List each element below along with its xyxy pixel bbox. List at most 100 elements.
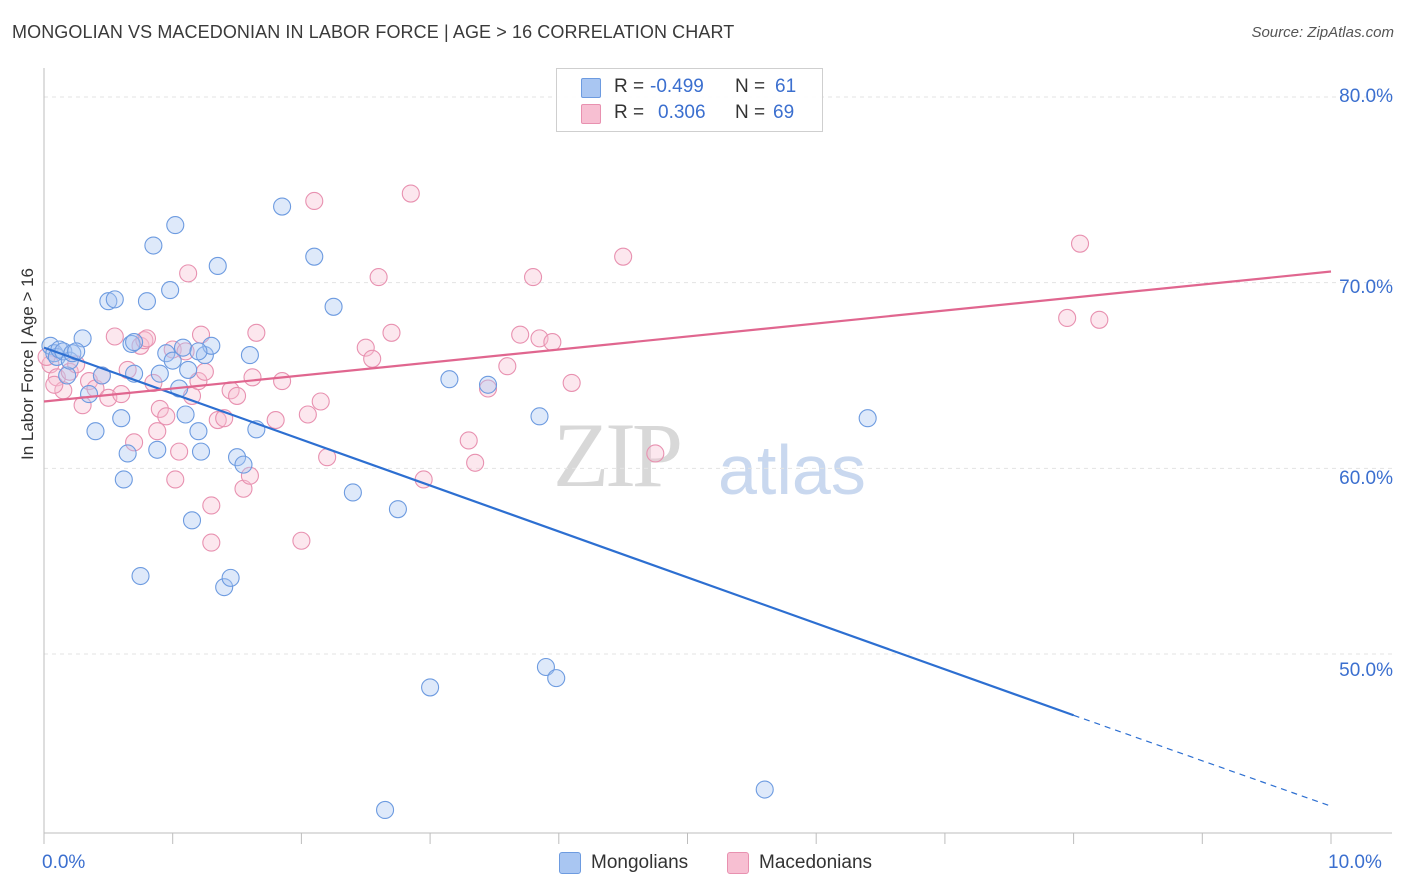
data-point [543, 333, 562, 352]
data-point [614, 247, 633, 266]
data-point [858, 409, 877, 428]
data-point [173, 338, 193, 357]
data-point [208, 256, 227, 276]
data-point [170, 442, 189, 461]
data-point [530, 407, 549, 426]
data-point [369, 268, 388, 287]
data-point [459, 431, 478, 450]
data-point [179, 360, 198, 379]
stats-legend: R = -0.499 N = 61 R = 0.306 N = 69 [556, 68, 823, 132]
legend-r-value: -0.499 [650, 76, 704, 97]
legend-n-label: N = [735, 102, 766, 123]
trend-line-mongolians-extrapolated [1073, 714, 1332, 807]
data-point [122, 334, 141, 353]
data-point [176, 405, 195, 424]
data-point [166, 470, 185, 489]
data-point [105, 290, 124, 309]
y-axis-label: In Labor Force | Age > 16 [18, 267, 37, 460]
y-tick-label: 80.0% [1339, 86, 1393, 107]
data-point [511, 325, 530, 344]
data-point [234, 455, 253, 474]
data-point [191, 442, 211, 461]
data-point [150, 399, 169, 418]
data-point [547, 669, 566, 688]
data-point [298, 405, 317, 424]
data-point [161, 281, 180, 300]
data-point [1058, 308, 1077, 327]
legend-swatch-pink [581, 104, 601, 124]
legend-swatch-pink [727, 852, 749, 874]
data-point [498, 357, 517, 376]
data-point [202, 496, 221, 515]
data-point [105, 327, 124, 346]
data-point [163, 351, 182, 370]
legend-r-label: R = [614, 76, 645, 97]
data-point [148, 422, 167, 441]
bottom-legend-macedonians: Macedonians [727, 850, 872, 876]
data-point [376, 800, 395, 820]
data-point [157, 344, 176, 363]
data-point [401, 184, 420, 203]
legend-r-value: 0.306 [658, 102, 706, 123]
data-point [189, 422, 208, 441]
data-point [131, 566, 150, 586]
y-tick-label: 50.0% [1339, 660, 1393, 681]
data-point [114, 470, 133, 489]
legend-label-mongolians: Mongolians [591, 852, 689, 873]
legend-row-mongolians: R = -0.499 N = 61 [581, 75, 813, 99]
data-point [466, 453, 485, 472]
y-tick-label: 60.0% [1339, 468, 1393, 489]
legend-n-value: 69 [773, 102, 795, 123]
trend-line-mongolians [43, 346, 1074, 717]
data-point [112, 409, 131, 428]
data-point [45, 375, 64, 394]
axes [43, 68, 1392, 844]
data-point [137, 292, 157, 311]
data-point [273, 197, 292, 216]
data-point [755, 780, 774, 799]
data-point [247, 323, 266, 342]
data-point [273, 372, 292, 391]
x-tick-label-min: 0.0% [42, 852, 86, 873]
data-point [166, 216, 185, 235]
data-point [562, 373, 581, 392]
data-point [421, 678, 440, 697]
data-point [266, 411, 285, 430]
data-point [179, 264, 198, 283]
data-point [150, 364, 169, 383]
data-point [292, 531, 311, 550]
data-point [324, 297, 343, 316]
legend-r-label: R = [614, 102, 645, 123]
data-point [1070, 234, 1090, 253]
legend-n-value: 61 [775, 76, 797, 97]
data-point [58, 366, 77, 385]
data-point [195, 362, 214, 381]
data-point [79, 385, 99, 404]
watermark-zip: ZIP [553, 404, 683, 506]
data-point [208, 411, 227, 430]
data-point [99, 292, 118, 311]
data-point [125, 433, 144, 452]
data-point [240, 466, 259, 485]
data-point [311, 392, 330, 411]
legend-swatch-blue [559, 852, 581, 874]
data-point [343, 483, 362, 502]
legend-n-label: N = [735, 76, 766, 97]
x-tick-label-max: 10.0% [1328, 852, 1382, 873]
legend-row-macedonians: R = 0.306 N = 69 [581, 101, 813, 125]
trend-lines [43, 270, 1332, 807]
data-point [182, 511, 202, 530]
data-point [118, 444, 137, 463]
data-point [215, 578, 234, 597]
data-point [524, 268, 543, 287]
data-point [536, 657, 555, 677]
series-mongolians [41, 197, 877, 820]
data-point [440, 370, 459, 389]
data-point [305, 191, 324, 211]
legend-label-macedonians: Macedonians [759, 852, 873, 873]
data-point [86, 422, 105, 441]
data-point [221, 568, 240, 587]
data-point [189, 342, 208, 361]
legend-swatch-blue [581, 78, 601, 98]
